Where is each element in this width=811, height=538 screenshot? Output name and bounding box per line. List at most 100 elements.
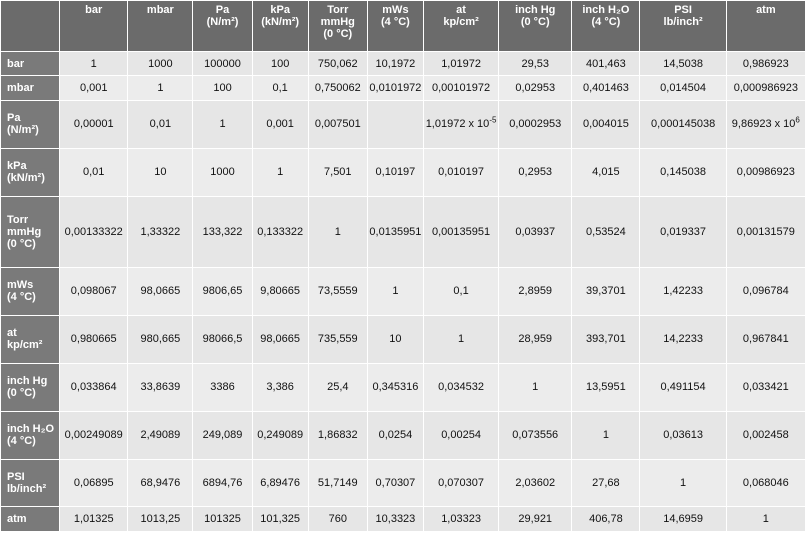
cell-value: 33,8639 <box>140 381 181 394</box>
cell-value: 73,5559 <box>317 285 358 298</box>
table-cell: 1 <box>60 52 128 76</box>
table-cell: 401,463 <box>572 52 640 76</box>
table-cell: 406,78 <box>572 507 640 531</box>
cell-value: 0,06895 <box>73 477 114 489</box>
table-cell: 25,4 <box>308 363 367 411</box>
cell-value: 0,0002953 <box>509 118 562 131</box>
cell-value: 98,0665 <box>140 285 181 298</box>
column-header-bar: bar <box>60 1 128 51</box>
column-header-label-line1: kPa <box>270 4 290 16</box>
cell-value: 0,004015 <box>582 118 629 131</box>
table-cell: 0,2953 <box>499 148 572 196</box>
table-cell: 0,00249089 <box>60 411 128 459</box>
column-header-label-line1: mbar <box>146 4 174 16</box>
cell-value: 9,80665 <box>260 285 301 298</box>
table-cell: 0,01 <box>60 148 128 196</box>
cell-value: 980,665 <box>140 333 181 346</box>
cell-value: 1,01325 <box>73 513 114 526</box>
row-header-label-line2: kp/cm² <box>7 339 43 352</box>
row-header-label-line2: mmHg <box>7 225 42 238</box>
table-cell: 0,750062 <box>308 76 367 100</box>
table-cell: 0,345316 <box>367 363 423 411</box>
cell-value: 2,49089 <box>140 429 181 442</box>
table-cell: 68,9476 <box>128 459 193 507</box>
cell-value: 1013,25 <box>140 513 181 526</box>
row-header-label-line3: (0 °C) <box>7 237 36 250</box>
cell-value: 0,70307 <box>375 477 416 489</box>
table-cell: 10 <box>367 315 423 363</box>
table-cell: 0,00001 <box>60 100 128 148</box>
row-header-inch-hg: inch Hg (0 °C) <box>1 363 60 411</box>
table-cell: 0,401463 <box>572 76 640 100</box>
table-body: bar 1 1000 100000 100 750,062 10,1972 1,01972 29… <box>1 52 805 531</box>
column-header-inch-hg: inch Hg (0 °C) <box>499 1 572 51</box>
table-cell: 6894,76 <box>193 459 252 507</box>
row-header-label-line1: inch Hg <box>7 375 48 388</box>
cell-value: 9806,65 <box>202 285 243 298</box>
cell-value: 98066,5 <box>202 333 243 346</box>
table-cell: 0,004015 <box>572 100 640 148</box>
table-cell: 1,03323 <box>423 507 499 531</box>
table-cell: 1 <box>726 507 805 531</box>
table-cell: 3386 <box>193 363 252 411</box>
cell-value: 100 <box>270 57 290 70</box>
cell-value: 1 <box>334 225 341 238</box>
cell-value: 0,002458 <box>742 429 789 442</box>
table-cell: 393,701 <box>572 315 640 363</box>
column-header-inch-h-o: inch H₂O (4 °C) <box>572 1 640 51</box>
table-cell: 10,3323 <box>367 507 423 531</box>
cell-value: 29,53 <box>521 57 549 70</box>
cell-value: 0,033421 <box>742 381 789 394</box>
column-header-mbar: mbar <box>128 1 193 51</box>
cell-value: 1,03323 <box>441 513 481 526</box>
column-header-label-line1: Torr <box>327 4 349 16</box>
table-cell: 0,033421 <box>726 363 805 411</box>
header-row: bar mbar Pa (N/m²) kPa (kN/m²) Torr mmHg (0 °C) m… <box>1 1 805 51</box>
table-cell: 101,325 <box>252 507 308 531</box>
cell-value: 1,33322 <box>140 225 181 238</box>
table-cell: 2,8959 <box>499 268 572 315</box>
column-header-atm: atm <box>726 1 805 51</box>
table-cell: 0,06895 <box>60 459 128 507</box>
row-header-bar: bar <box>1 52 60 76</box>
table-cell: 10,1972 <box>367 52 423 76</box>
cell-value: 0,133322 <box>257 225 304 238</box>
cell-value: 1 <box>532 381 539 394</box>
column-header-label-line2: (4 °C) <box>591 16 621 28</box>
cell-value: 98,0665 <box>260 333 301 346</box>
table-cell: 133,322 <box>193 196 252 267</box>
table-cell: 0,249089 <box>252 411 308 459</box>
cell-value: 0,345316 <box>372 381 419 394</box>
cell-value: 1 <box>277 166 284 179</box>
cell-exponent: 6 <box>795 115 800 125</box>
cell-value: 0,033864 <box>70 381 117 394</box>
table-cell: 0,00133322 <box>60 196 128 267</box>
table-cell: 0,001 <box>252 100 308 148</box>
table-cell <box>367 100 423 148</box>
row-header-label-line2: (0 °C) <box>7 387 36 400</box>
cell-value: 4,015 <box>592 166 620 179</box>
table-cell: 10 <box>128 148 193 196</box>
column-header-label-line1: Pa <box>215 4 230 16</box>
table-cell: 29,53 <box>499 52 572 76</box>
column-header-label-line1: mWs <box>382 4 409 16</box>
table-cell: 0,1 <box>252 76 308 100</box>
cell-value: 1 <box>680 477 687 489</box>
cell-value: 1,42233 <box>663 285 703 298</box>
cell-value: 0,001 <box>266 118 294 131</box>
cell-value: 0,000986923 <box>733 82 798 95</box>
table-cell: 29,921 <box>499 507 572 531</box>
cell-value: 393,701 <box>586 333 626 346</box>
table-cell: 14,6959 <box>640 507 726 531</box>
row-header-label-line1: kPa <box>7 160 27 173</box>
cell-value: 0,00249089 <box>64 429 123 442</box>
row-header-label-line1: mbar <box>7 82 34 95</box>
table-cell: 0,070307 <box>423 459 499 507</box>
column-header-label-line1: bar <box>85 4 103 16</box>
table-cell: 0,133322 <box>252 196 308 267</box>
column-header-pa: Pa (N/m²) <box>193 1 252 51</box>
cell-value: 3,386 <box>266 381 294 394</box>
cell-value: 0,00133322 <box>64 225 123 238</box>
cell-value: 0,249089 <box>257 429 304 442</box>
cell-value: 0,014504 <box>660 82 707 95</box>
